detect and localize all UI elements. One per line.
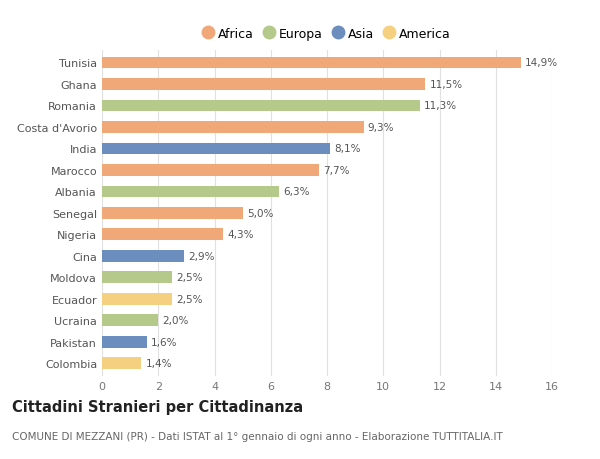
Bar <box>102 251 184 262</box>
Bar <box>102 272 172 284</box>
Bar <box>102 358 142 369</box>
Bar <box>102 315 158 326</box>
Text: 11,5%: 11,5% <box>430 80 463 90</box>
Bar <box>102 101 420 112</box>
Bar <box>102 293 172 305</box>
Legend: Africa, Europa, Asia, America: Africa, Europa, Asia, America <box>199 24 455 45</box>
Text: COMUNE DI MEZZANI (PR) - Dati ISTAT al 1° gennaio di ogni anno - Elaborazione TU: COMUNE DI MEZZANI (PR) - Dati ISTAT al 1… <box>12 431 503 442</box>
Bar <box>102 79 425 91</box>
Text: 1,4%: 1,4% <box>146 358 172 369</box>
Text: 6,3%: 6,3% <box>283 187 310 197</box>
Text: 9,3%: 9,3% <box>368 123 394 133</box>
Text: 4,3%: 4,3% <box>227 230 254 240</box>
Text: 1,6%: 1,6% <box>151 337 178 347</box>
Bar <box>102 122 364 134</box>
Bar <box>102 57 521 69</box>
Text: 5,0%: 5,0% <box>247 208 273 218</box>
Text: Cittadini Stranieri per Cittadinanza: Cittadini Stranieri per Cittadinanza <box>12 399 303 414</box>
Text: 8,1%: 8,1% <box>334 144 361 154</box>
Bar <box>102 207 242 219</box>
Text: 11,3%: 11,3% <box>424 101 457 111</box>
Text: 14,9%: 14,9% <box>525 58 559 68</box>
Bar <box>102 186 279 198</box>
Bar <box>102 165 319 176</box>
Bar <box>102 336 147 348</box>
Bar <box>102 143 330 155</box>
Text: 2,0%: 2,0% <box>163 316 189 325</box>
Text: 7,7%: 7,7% <box>323 166 349 175</box>
Text: 2,5%: 2,5% <box>176 294 203 304</box>
Bar <box>102 229 223 241</box>
Text: 2,9%: 2,9% <box>188 252 214 261</box>
Text: 2,5%: 2,5% <box>176 273 203 283</box>
